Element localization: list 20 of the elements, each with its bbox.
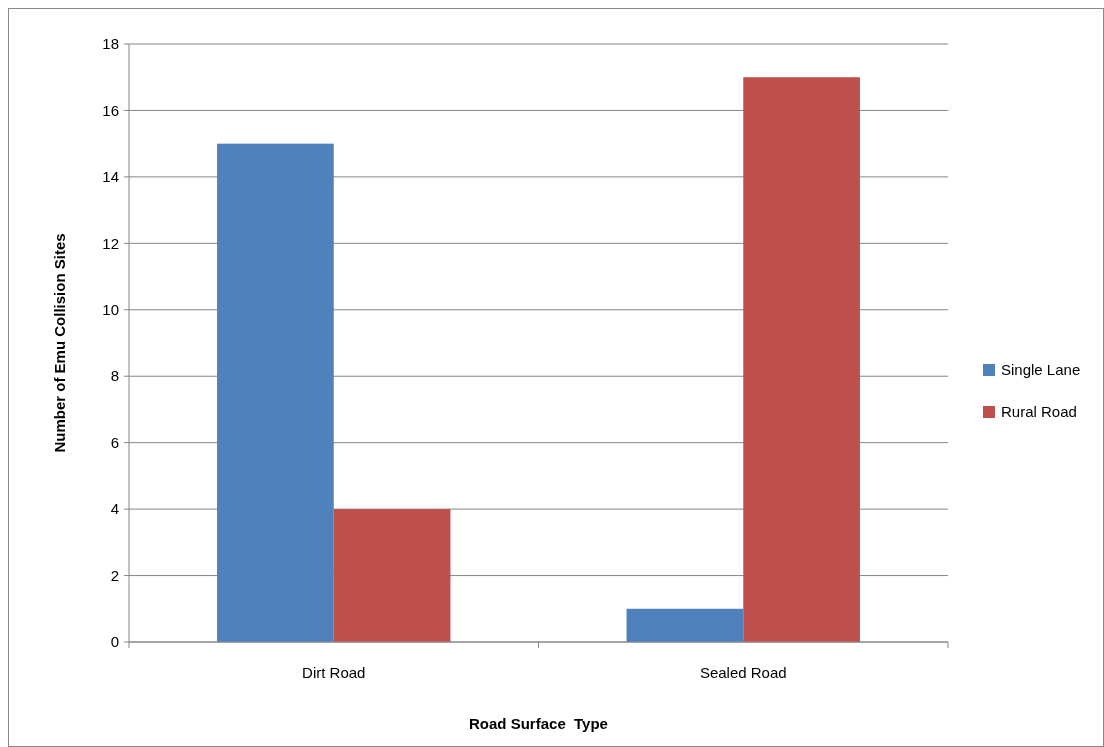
bar xyxy=(333,509,451,642)
y-tick-label: 6 xyxy=(110,433,119,451)
y-tick-label: 10 xyxy=(102,301,119,319)
y-tick-label: 12 xyxy=(102,234,119,252)
y-tick-label: 4 xyxy=(110,500,119,518)
x-axis-title: Road Surface Type xyxy=(469,715,608,732)
y-tick-label: 14 xyxy=(102,168,119,186)
y-tick-label: 0 xyxy=(110,633,119,651)
y-tick-label: 2 xyxy=(110,566,119,584)
bar xyxy=(743,77,860,642)
legend-label: Rural Road xyxy=(1001,403,1077,421)
bar xyxy=(626,608,744,642)
y-tick-label: 8 xyxy=(110,367,119,385)
legend-label: Single Lane xyxy=(1001,361,1081,379)
y-tick-label: 16 xyxy=(102,101,119,119)
bar xyxy=(217,143,334,642)
y-axis-title: Number of Emu Collision Sites xyxy=(51,233,68,453)
x-tick-label: Sealed Road xyxy=(699,664,787,681)
y-tick-label: 18 xyxy=(102,35,119,53)
x-tick-label: Dirt Road xyxy=(302,664,366,681)
